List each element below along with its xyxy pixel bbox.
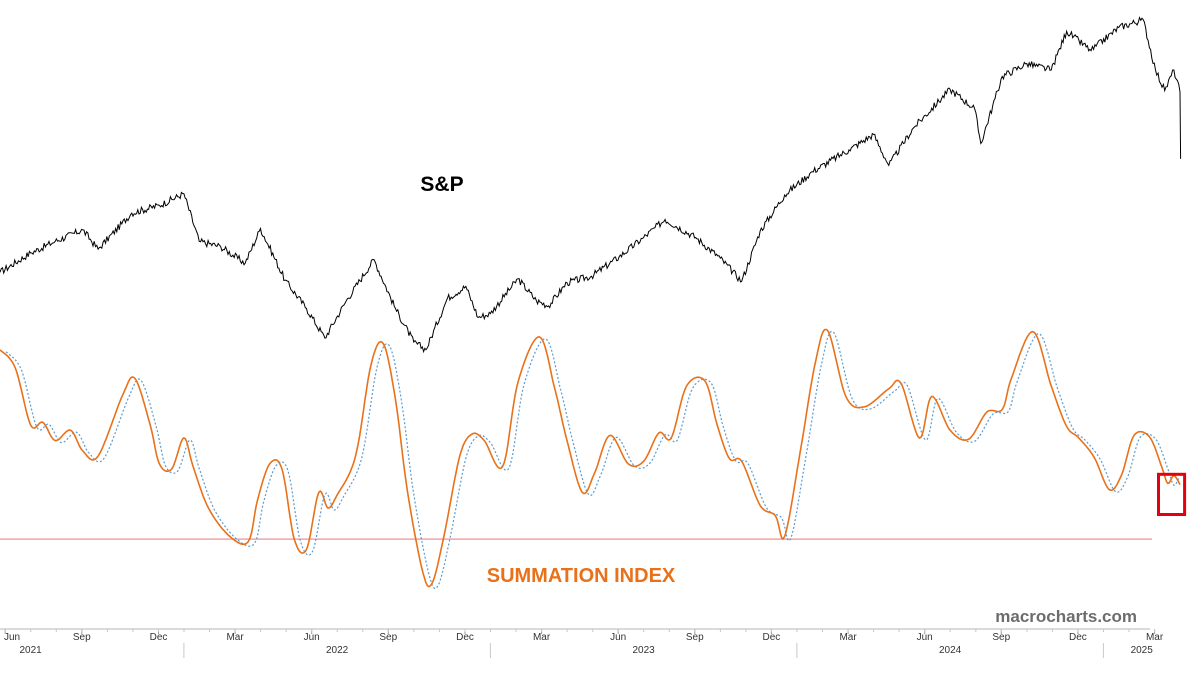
x-tick-label: Dec <box>763 632 781 643</box>
x-tick-label: Jun <box>917 632 933 643</box>
year-label: 2025 <box>1131 645 1154 656</box>
x-tick-label: Mar <box>839 632 857 643</box>
watermark-text: macrocharts.com <box>995 607 1137 626</box>
x-tick-label: Mar <box>1146 632 1164 643</box>
summation-signal-line <box>5 330 1181 590</box>
x-tick-label: Dec <box>150 632 168 643</box>
x-tick-label: Jun <box>304 632 320 643</box>
x-tick-label: Sep <box>992 632 1010 643</box>
summation-label: SUMMATION INDEX <box>487 565 676 587</box>
highlight-box <box>1157 472 1187 516</box>
x-axis: Jun Sep Dec Mar Jun Sep Dec Mar Jun Sep Dec Mar Jun S… <box>4 629 1164 658</box>
x-tick-label: Jun <box>610 632 626 643</box>
x-tick-label: Dec <box>1069 632 1087 643</box>
year-label: 2024 <box>939 645 962 656</box>
x-tick-label: Jun <box>4 632 20 643</box>
x-tick-label: Dec <box>456 632 474 643</box>
year-label: 2023 <box>632 645 655 656</box>
x-tick-label: Sep <box>379 632 397 643</box>
x-tick-label: Sep <box>73 632 91 643</box>
year-label: 2022 <box>326 645 349 656</box>
summation-index-line <box>0 328 1181 588</box>
x-tick-label: Mar <box>226 632 244 643</box>
sp-label: S&P <box>420 173 463 196</box>
sp-price-line <box>0 16 1182 354</box>
x-tick-label: Sep <box>686 632 704 643</box>
x-tick-label: Mar <box>533 632 551 643</box>
year-label: 2021 <box>19 645 42 656</box>
